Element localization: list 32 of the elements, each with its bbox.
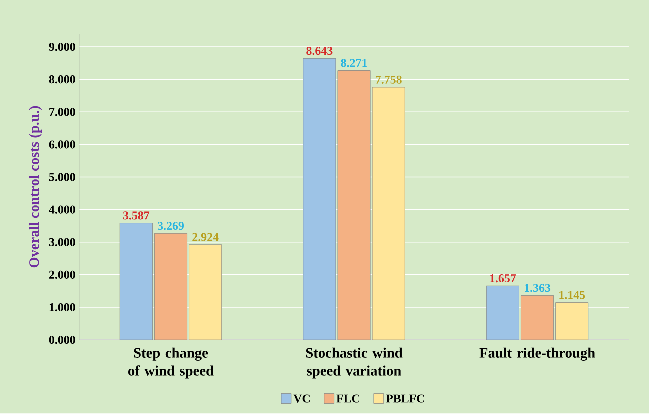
y-axis-title: Overall control costs (p.u.) [29, 106, 42, 268]
y-tick-label: 5.000 [49, 173, 76, 182]
data-label: 7.758 [376, 76, 402, 84]
bar [338, 70, 371, 340]
bar [303, 58, 336, 340]
y-tick-label: 7.000 [50, 108, 76, 116]
y-tick-label: 1.000 [50, 304, 76, 312]
bar [120, 223, 153, 340]
y-tick-label: 6.000 [49, 140, 76, 149]
legend-label: PBLFC [386, 394, 424, 403]
y-tick-label: 3.000 [49, 238, 76, 247]
y-tick-label: 9.000 [49, 43, 76, 52]
data-label: 1.145 [560, 291, 586, 300]
bar [154, 234, 188, 340]
data-label: 2.924 [192, 233, 219, 242]
data-label: 3.269 [158, 222, 184, 230]
y-tick-label: 4.000 [49, 206, 76, 214]
bar [486, 286, 520, 340]
x-tick-label: Stochastic wind speed variation [306, 348, 403, 379]
data-label: 8.271 [341, 59, 368, 68]
data-label: 1.363 [525, 284, 551, 292]
bar [521, 296, 554, 340]
x-tick-label: Step change of wind speed [128, 348, 214, 379]
data-label: 8.643 [306, 47, 333, 56]
data-label: 3.587 [123, 212, 150, 220]
legend-label: VC [294, 394, 310, 403]
y-tick-label: 0.000 [49, 336, 76, 344]
y-tick-label: 8.000 [49, 76, 76, 84]
data-label: 1.657 [490, 274, 516, 283]
legend-label: FLC [336, 394, 360, 403]
x-tick-label: Fault ride-through [480, 348, 596, 362]
y-tick-label: 2.000 [49, 271, 76, 280]
